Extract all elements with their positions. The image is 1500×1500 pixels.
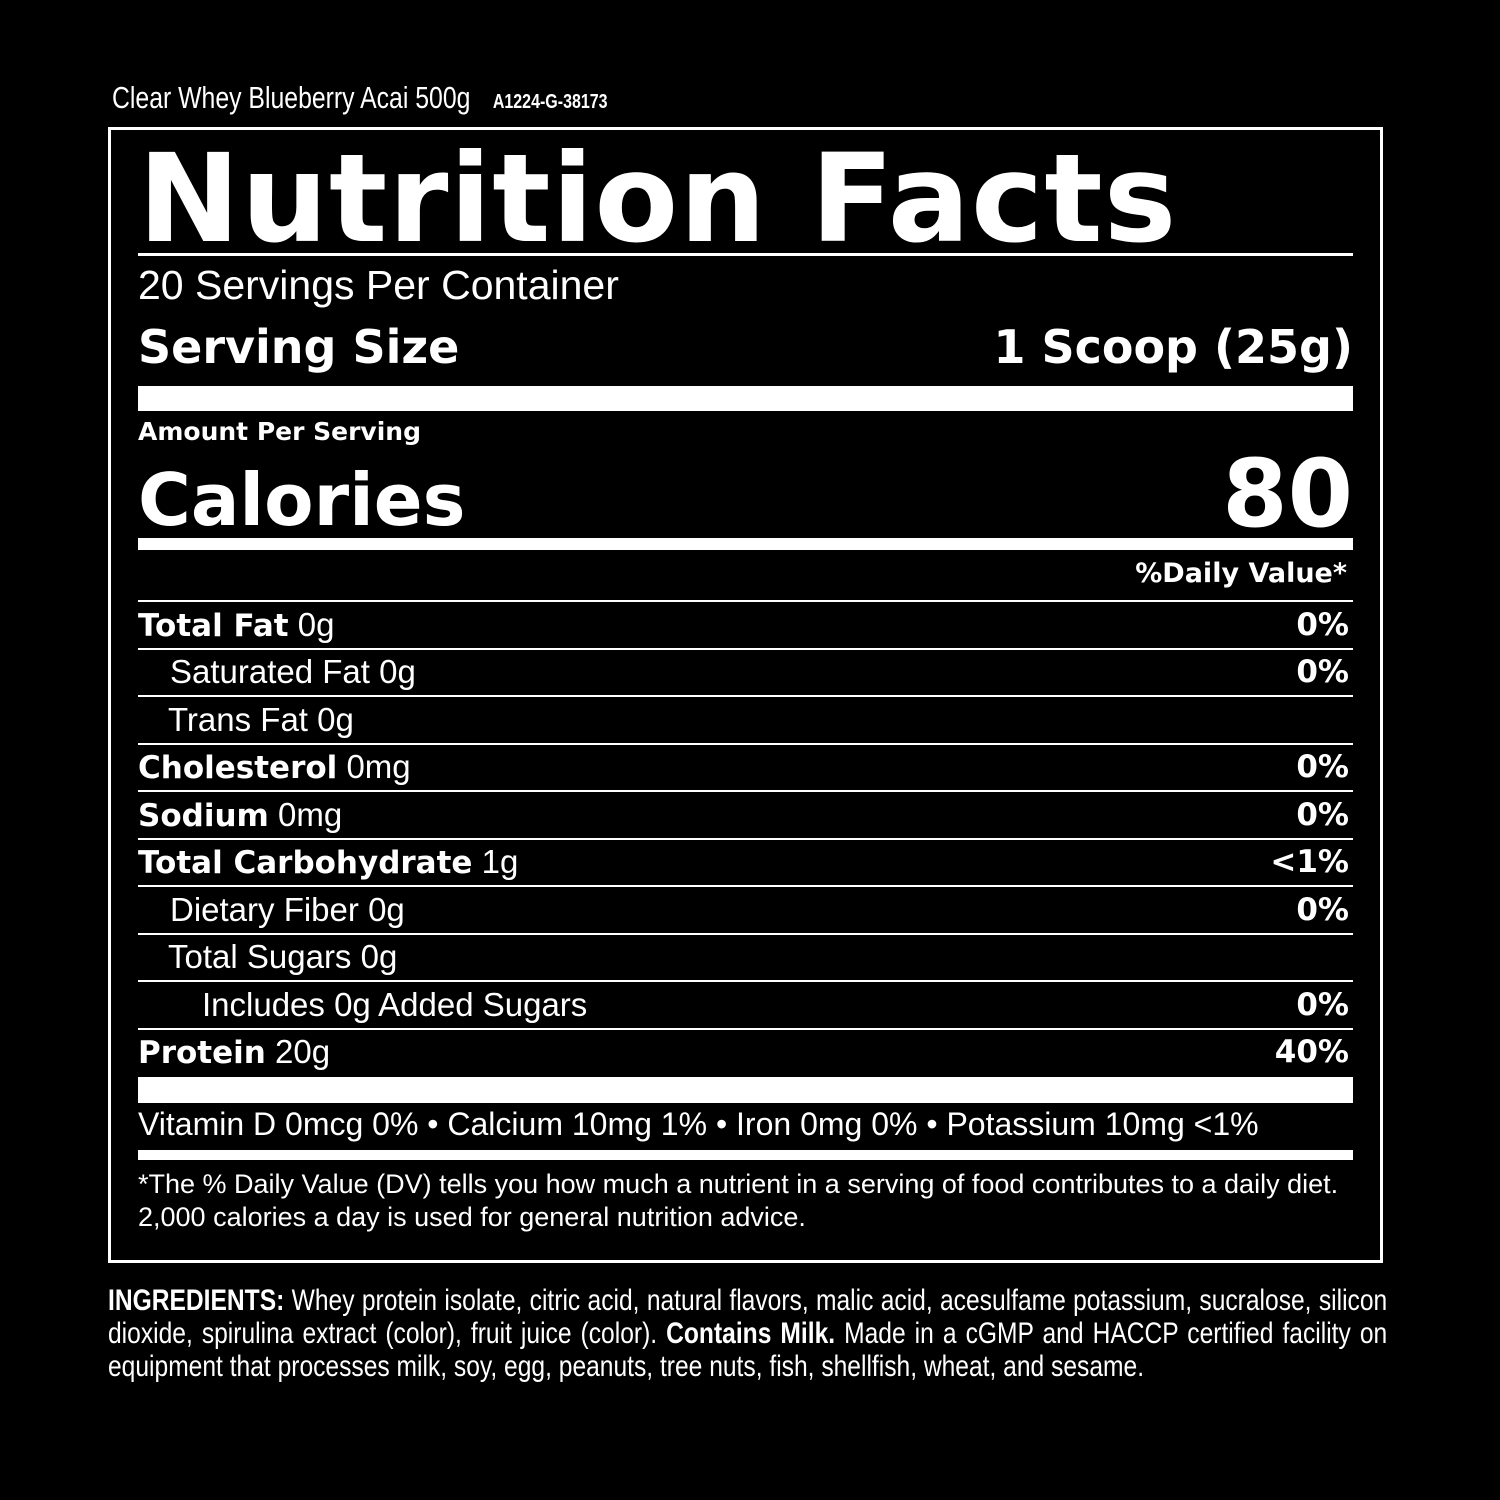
nutrient-amount: 0g	[360, 938, 398, 975]
serving-size-label: Serving Size	[138, 320, 460, 374]
nutrient-amount: 0mg	[346, 748, 411, 785]
divider	[138, 253, 1353, 256]
nutrient-row: Total Fat 0g 0%	[138, 600, 1353, 647]
nutrient-label: Total Sugars 0g	[138, 938, 397, 976]
nutrient-name: Cholesterol	[138, 750, 338, 786]
amount-per-serving: Amount Per Serving	[138, 417, 421, 446]
nutrient-row: Dietary Fiber 0g 0%	[138, 885, 1353, 932]
facility-statement: Made in a cGMP and HACCP certified facil…	[108, 1317, 1388, 1383]
nutrient-daily-value: 0%	[1296, 749, 1349, 785]
daily-value-header: %Daily Value*	[1135, 558, 1347, 589]
thick-divider	[138, 1077, 1353, 1103]
nutrient-row: Total Sugars 0g	[138, 932, 1353, 980]
nutrient-row: Sodium 0mg 0%	[138, 790, 1353, 837]
nutrient-daily-value: 0%	[1296, 986, 1349, 1023]
nutrient-amount: 1g	[481, 843, 519, 880]
nutrient-daily-value: <1%	[1270, 844, 1349, 880]
nutrient-amount: 0g	[317, 700, 354, 738]
nutrient-label: Sodium 0mg	[138, 796, 342, 834]
product-title: Clear Whey Blueberry Acai 500g	[112, 80, 471, 115]
nutrient-amount: 0g	[368, 890, 405, 928]
nutrient-label: Protein 20g	[138, 1033, 330, 1071]
nutrient-amount: 0g	[297, 605, 335, 643]
ingredients-label: INGREDIENTS:	[108, 1284, 285, 1317]
product-name: Clear Whey Blueberry Acai 500g A1224-G-38…	[112, 80, 608, 116]
label-title: Nutrition Facts	[138, 128, 1178, 270]
nutrient-row: Trans Fat 0g	[138, 695, 1353, 742]
nutrient-label: Total Fat 0g	[138, 606, 334, 644]
nutrient-label: Dietary Fiber 0g	[138, 891, 405, 929]
nutrient-label: Saturated Fat 0g	[138, 653, 416, 691]
nutrient-amount: 0g	[379, 653, 416, 690]
nutrient-amount: 0mg	[277, 795, 343, 833]
nutrition-facts-panel	[108, 127, 1383, 1263]
footnote: *The % Daily Value (DV) tells you how mu…	[138, 1169, 1339, 1232]
nutrient-amount: 20g	[275, 1033, 331, 1070]
calories-row: Calories 80	[138, 440, 1353, 549]
nutrient-daily-value: 0%	[1296, 606, 1349, 643]
servings-per-container: 20 Servings Per Container	[138, 262, 619, 308]
ingredients: INGREDIENTS: Whey protein isolate, citri…	[108, 1284, 1387, 1383]
medium-divider	[138, 538, 1353, 550]
nutrient-label: Cholesterol 0mg	[138, 748, 411, 786]
vitamins-minerals: Vitamin D 0mcg 0% • Calcium 10mg 1% • Ir…	[138, 1106, 1259, 1142]
nutrient-name: Saturated Fat	[170, 653, 370, 690]
serving-size-row: Serving Size 1 Scoop (25g)	[138, 320, 1353, 374]
thick-divider	[138, 386, 1353, 411]
medium-divider	[138, 1150, 1353, 1160]
nutrient-row: Includes 0g Added Sugars 0%	[138, 980, 1353, 1027]
nutrient-row: Protein 20g 40%	[138, 1027, 1353, 1075]
nutrient-name: Total Carbohydrate	[138, 845, 473, 881]
nutrient-label: Total Carbohydrate 1g	[138, 843, 518, 881]
nutrient-row: Saturated Fat 0g 0%	[138, 647, 1353, 695]
nutrient-label: Includes 0g Added Sugars	[138, 986, 587, 1024]
nutrient-name: Sodium	[138, 797, 269, 834]
serving-size-value: 1 Scoop (25g)	[993, 320, 1353, 374]
calories-value: 80	[1222, 440, 1353, 549]
nutrient-daily-value: 40%	[1274, 1034, 1349, 1070]
ingredients-text: Whey protein isolate, citric acid, natur…	[108, 1284, 1388, 1350]
calories-label: Calories	[138, 458, 466, 542]
nutrient-name: Trans Fat	[168, 700, 308, 738]
nutrient-label: Trans Fat 0g	[138, 701, 354, 739]
lot-code: A1224-G-38173	[492, 91, 608, 113]
nutrient-name: Dietary Fiber	[170, 890, 359, 928]
nutrient-name: Protein	[138, 1035, 266, 1071]
allergen-statement: Contains Milk.	[666, 1317, 836, 1350]
nutrient-name: Total Sugars	[168, 938, 352, 975]
nutrient-row: Total Carbohydrate 1g <1%	[138, 837, 1353, 885]
nutrient-name: Includes 0g Added Sugars	[202, 985, 588, 1023]
nutrient-daily-value: 0%	[1296, 796, 1349, 833]
nutrient-daily-value: 0%	[1296, 891, 1349, 928]
nutrient-row: Cholesterol 0mg 0%	[138, 742, 1353, 790]
nutrient-name: Total Fat	[138, 607, 289, 644]
nutrient-daily-value: 0%	[1296, 654, 1349, 690]
